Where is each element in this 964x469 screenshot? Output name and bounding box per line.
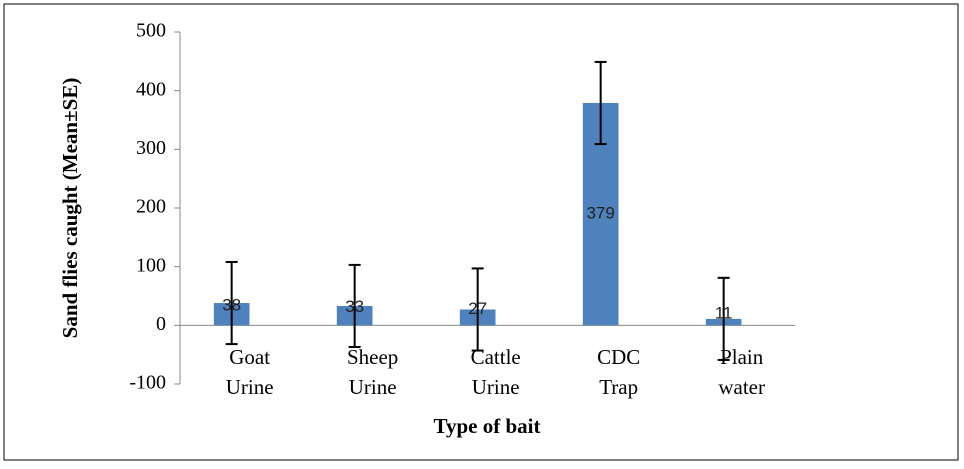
data-label: 27: [468, 299, 487, 318]
x-tick-label: Plain: [720, 345, 764, 369]
y-tick-label: 0: [156, 313, 166, 335]
y-tick-label: 500: [136, 20, 166, 42]
x-tick-label: Sheep: [347, 345, 398, 369]
y-tick-label: 300: [136, 137, 166, 159]
y-tick-label: 200: [136, 196, 166, 218]
x-tick-label: Urine: [226, 375, 274, 399]
y-tick-label: -100: [129, 372, 166, 394]
x-tick-label: Goat: [229, 345, 270, 369]
data-label: 38: [222, 296, 241, 315]
x-tick-label: Trap: [599, 375, 638, 399]
y-tick-label: 400: [136, 78, 166, 100]
data-label: 11: [715, 304, 733, 323]
y-tick-label: 100: [136, 254, 166, 276]
y-axis-label: Sand flies caught (Mean±SE): [58, 78, 82, 339]
data-label: 379: [586, 204, 614, 223]
x-tick-label: Urine: [472, 375, 520, 399]
x-tick-label: CDC: [597, 345, 640, 369]
x-axis-label: Type of bait: [434, 414, 541, 438]
x-tick-label: Urine: [349, 375, 397, 399]
data-label: 33: [345, 297, 364, 316]
frame: [3, 3, 959, 461]
x-tick-label: water: [718, 375, 765, 399]
x-tick-label: Cattle: [471, 345, 521, 369]
